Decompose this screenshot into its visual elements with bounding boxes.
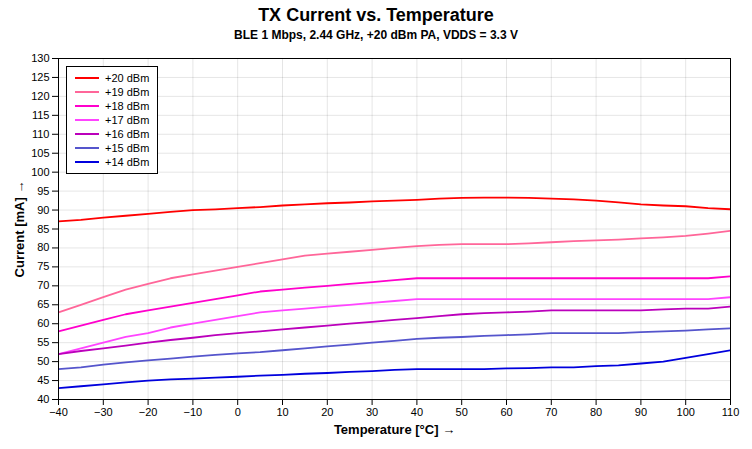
svg-text:70: 70: [37, 279, 49, 291]
html-text:TX Current vs. Temperature: TX Current vs. Temperature: [258, 5, 494, 25]
svg-text:105: 105: [31, 147, 49, 159]
svg-text:130: 130: [31, 52, 49, 64]
svg-text:75: 75: [37, 260, 49, 272]
svg-text:90: 90: [635, 406, 647, 418]
html-text:+18 dBm: +18 dBm: [105, 100, 150, 112]
svg-text:120: 120: [31, 90, 49, 102]
html-text:+15 dBm: +15 dBm: [105, 142, 150, 154]
html-text:BLE 1 Mbps, 2.44 GHz, +20 dBm: BLE 1 Mbps, 2.44 GHz, +20 dBm PA, VDDS =…: [234, 28, 518, 42]
svg-text:80: 80: [590, 406, 602, 418]
html-text:+16 dBm: +16 dBm: [105, 128, 150, 140]
svg-text:100: 100: [677, 406, 695, 418]
svg-text:Current [mA] →: Current [mA] →: [12, 181, 27, 278]
svg-text:30: 30: [366, 406, 378, 418]
html-text:+14 dBm: +14 dBm: [105, 156, 150, 168]
svg-text:−30: −30: [94, 406, 113, 418]
svg-text:−40: −40: [49, 406, 68, 418]
svg-text:40: 40: [37, 393, 49, 405]
svg-text:60: 60: [500, 406, 512, 418]
svg-text:90: 90: [37, 204, 49, 216]
html-text:+19 dBm: +19 dBm: [105, 86, 150, 98]
svg-text:45: 45: [37, 374, 49, 386]
svg-text:40: 40: [411, 406, 423, 418]
svg-text:20: 20: [321, 406, 333, 418]
svg-text:125: 125: [31, 71, 49, 83]
svg-text:110: 110: [722, 406, 740, 418]
svg-text:115: 115: [32, 109, 50, 121]
svg-text:Temperature [°C] →: Temperature [°C] →: [334, 422, 455, 437]
svg-text:50: 50: [456, 406, 468, 418]
svg-text:50: 50: [37, 355, 49, 367]
svg-text:55: 55: [37, 336, 49, 348]
svg-text:65: 65: [37, 298, 49, 310]
svg-text:100: 100: [31, 166, 49, 178]
svg-text:70: 70: [545, 406, 557, 418]
html-text:+20 dBm: +20 dBm: [105, 72, 150, 84]
svg-text:0: 0: [235, 406, 241, 418]
svg-text:85: 85: [37, 223, 49, 235]
svg-text:110: 110: [32, 128, 50, 140]
svg-text:−20: −20: [139, 406, 158, 418]
svg-text:80: 80: [37, 241, 49, 253]
svg-text:10: 10: [276, 406, 288, 418]
svg-text:60: 60: [37, 317, 49, 329]
svg-text:95: 95: [37, 185, 49, 197]
html-text:+17 dBm: +17 dBm: [105, 114, 150, 126]
svg-text:−10: −10: [184, 406, 203, 418]
